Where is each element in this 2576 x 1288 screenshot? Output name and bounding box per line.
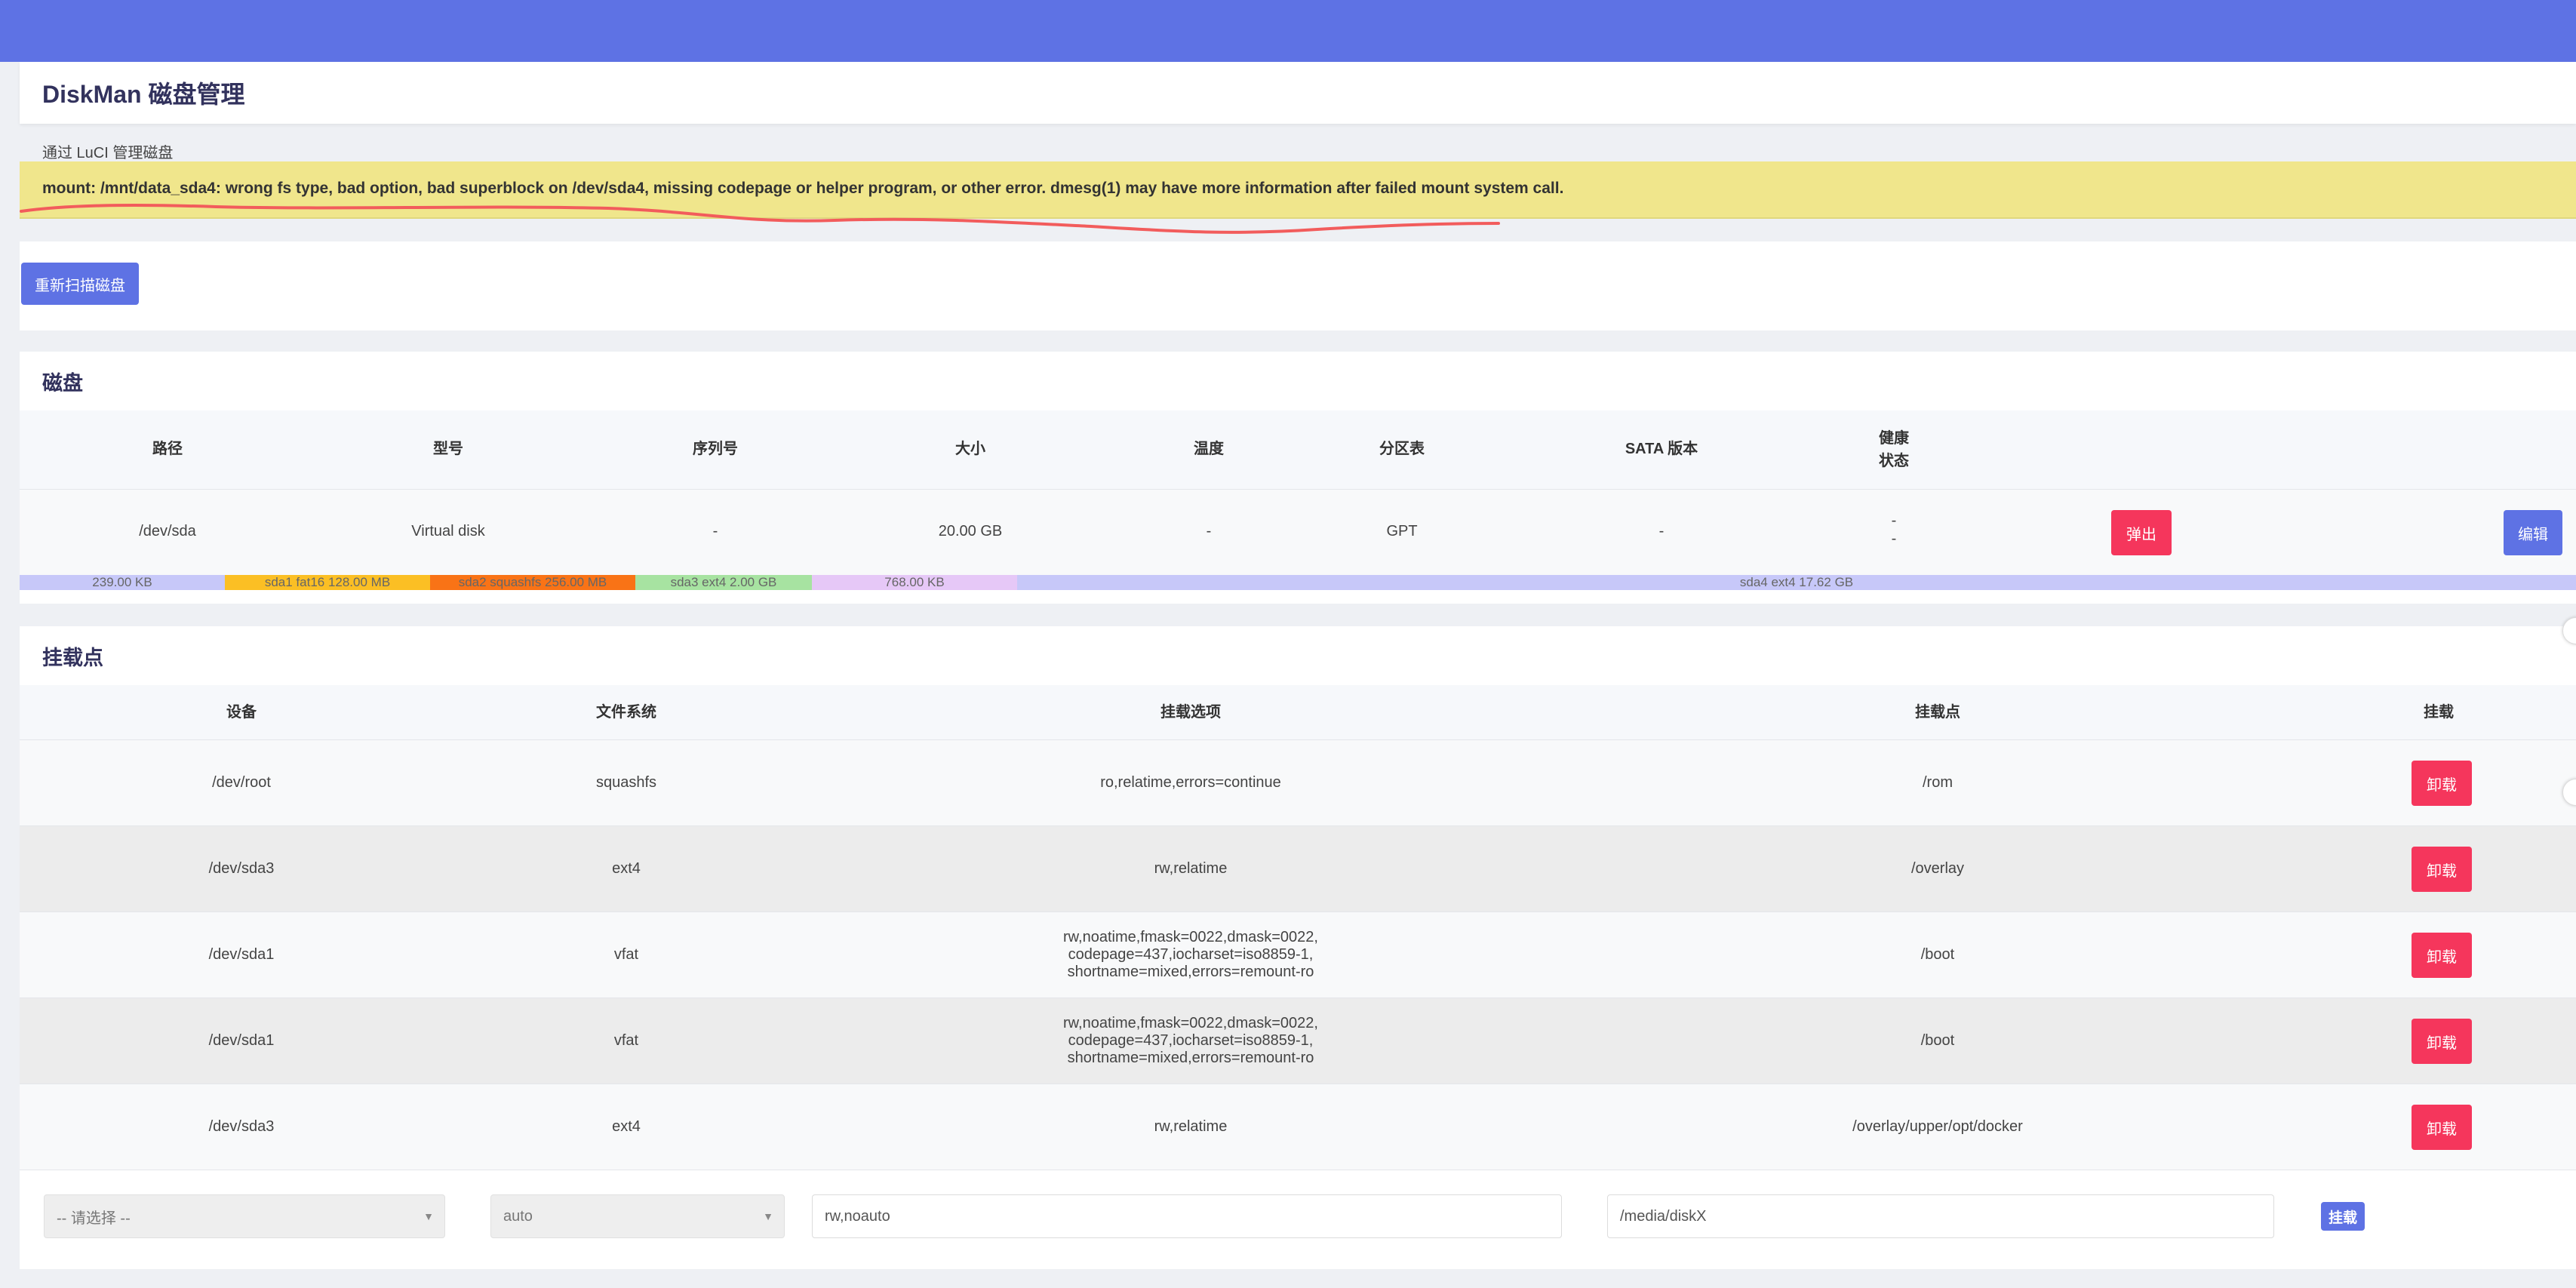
disks-table-header: 路径 型号 序列号 大小 温度 分区表 SATA 版本 健康 状态 (20, 410, 2576, 489)
mount-point: /boot (1920, 946, 1955, 963)
partition-segment[interactable]: sda2 squashfs 256.00 MB (430, 575, 635, 590)
disk-serial: - (712, 523, 718, 539)
unmount-button[interactable]: 卸载 (2412, 761, 2472, 806)
col-model: 型号 (433, 441, 463, 457)
disk-model: Virtual disk (411, 523, 485, 539)
mount-device: /dev/sda1 (208, 946, 275, 963)
mount-button[interactable]: 挂载 (2321, 1202, 2365, 1231)
page-description: 通过 LuCI 管理磁盘 (42, 145, 174, 161)
mount-point: /overlay (1910, 860, 1965, 877)
filesystem-select-value: auto (503, 1207, 533, 1225)
error-alert: mount: /mnt/data_sda4: wrong fs type, ba… (20, 161, 2576, 219)
mount-device: /dev/sda3 (208, 860, 275, 877)
edit-button[interactable]: 编辑 (2504, 510, 2562, 555)
col-mount-action: 挂载 (2424, 704, 2454, 721)
error-alert-text: mount: /mnt/data_sda4: wrong fs type, ba… (42, 180, 1564, 197)
col-size: 大小 (955, 441, 985, 457)
mount-device: /dev/sda1 (208, 1032, 275, 1049)
unmount-button[interactable]: 卸载 (2412, 1019, 2472, 1064)
mount-options: ro,relatime,errors=continue (1100, 774, 1281, 791)
col-temp: 温度 (1194, 441, 1224, 457)
mount-point-input[interactable]: /media/diskX (1607, 1194, 2274, 1238)
col-mount-point: 挂载点 (1915, 704, 1960, 721)
mount-fs: vfat (613, 1032, 639, 1049)
col-health: 健康 (1879, 430, 1909, 447)
mount-options-line: rw,noatime,fmask=0022,dmask=0022, (1063, 1015, 1318, 1031)
col-path: 路径 (152, 441, 183, 457)
disk-temp: - (1206, 523, 1212, 539)
mount-row: /dev/sda3 ext4 rw,relatime /overlay 卸载 (20, 825, 2576, 911)
mounts-panel: 挂载点 设备 文件系统 挂载选项 挂载点 挂载 /dev/root squash… (20, 626, 2576, 1269)
mounts-section-title: 挂载点 (42, 647, 103, 669)
disk-partition-table: GPT (1386, 523, 1418, 539)
mount-fs: ext4 (612, 1118, 641, 1135)
mount-fs: vfat (613, 946, 639, 963)
disk-status: - (1891, 530, 1897, 547)
col-mount-options: 挂载选项 (1160, 704, 1221, 721)
rescan-panel: 重新扫描磁盘 (20, 241, 2576, 330)
partition-bar: 239.00 KB sda1 fat16 128.00 MB sda2 squa… (20, 575, 2576, 590)
chevron-down-icon: ▼ (423, 1210, 434, 1222)
red-underline-annotation (20, 204, 1500, 234)
mount-options: rw,relatime (1154, 1118, 1228, 1135)
mount-fs: ext4 (612, 860, 641, 877)
mount-options: rw,relatime (1154, 860, 1228, 877)
device-select[interactable]: -- 请选择 -- ▼ (44, 1194, 445, 1238)
mount-row: /dev/sda3 ext4 rw,relatime /overlay/uppe… (20, 1084, 2576, 1170)
mount-form-row: -- 请选择 -- ▼ auto ▼ rw,noauto /media/disk… (20, 1170, 2576, 1269)
col-filesystem: 文件系统 (596, 704, 656, 721)
mount-device: /dev/sda3 (208, 1118, 275, 1135)
partition-segment[interactable]: 768.00 KB (812, 575, 1017, 590)
mount-fs: squashfs (595, 774, 657, 791)
unmount-button[interactable]: 卸载 (2412, 1105, 2472, 1150)
col-partition-table: 分区表 (1379, 441, 1425, 457)
disk-row: /dev/sda Virtual disk - 20.00 GB - GPT -… (20, 489, 2576, 575)
mount-options-line: codepage=437,iocharset=iso8859-1, (1068, 1032, 1314, 1049)
mount-row: /dev/sda1 vfat rw,noatime,fmask=0022,dma… (20, 911, 2576, 998)
disks-panel: 磁盘 路径 型号 序列号 大小 温度 分区表 SATA 版本 健康 状态 /de… (20, 352, 2576, 604)
mount-options-line: shortname=mixed,errors=remount-ro (1067, 964, 1314, 980)
mount-options-input[interactable]: rw,noauto (812, 1194, 1562, 1238)
unmount-button[interactable]: 卸载 (2412, 847, 2472, 892)
chevron-down-icon: ▼ (763, 1210, 773, 1222)
device-select-value: -- 请选择 -- (57, 1210, 131, 1227)
disks-section-title: 磁盘 (42, 372, 83, 395)
mount-row: /dev/sda1 vfat rw,noatime,fmask=0022,dma… (20, 998, 2576, 1084)
page-title: DiskMan 磁盘管理 (42, 81, 245, 108)
disk-path: /dev/sda (139, 523, 196, 539)
partition-segment[interactable]: sda3 ext4 2.00 GB (635, 575, 812, 590)
mount-options-line: shortname=mixed,errors=remount-ro (1067, 1050, 1314, 1066)
mount-options-line: codepage=437,iocharset=iso8859-1, (1068, 946, 1314, 963)
mount-options-line: rw,noatime,fmask=0022,dmask=0022, (1063, 929, 1318, 945)
disk-size: 20.00 GB (938, 523, 1003, 539)
col-device: 设备 (226, 704, 257, 721)
disk-sata: - (1658, 523, 1665, 539)
mount-device: /dev/root (212, 774, 271, 791)
mount-row: /dev/root squashfs ro,relatime,errors=co… (20, 739, 2576, 825)
partition-segment[interactable]: 239.00 KB (20, 575, 225, 590)
col-serial: 序列号 (693, 441, 738, 457)
col-sata: SATA 版本 (1625, 441, 1698, 457)
unmount-button[interactable]: 卸载 (2412, 933, 2472, 978)
filesystem-select[interactable]: auto ▼ (490, 1194, 785, 1238)
mounts-table-header: 设备 文件系统 挂载选项 挂载点 挂载 (20, 685, 2576, 739)
rescan-button[interactable]: 重新扫描磁盘 (21, 263, 139, 305)
partition-segment[interactable]: sda4 ext4 17.62 GB (1017, 575, 2576, 590)
eject-button[interactable]: 弹出 (2111, 510, 2172, 555)
title-panel: DiskMan 磁盘管理 (20, 62, 2576, 124)
col-status: 状态 (1879, 453, 1909, 469)
partition-segment[interactable]: sda1 fat16 128.00 MB (225, 575, 430, 590)
top-bar (0, 0, 2576, 62)
mount-point: /rom (1923, 774, 1953, 791)
mount-point: /boot (1920, 1032, 1955, 1049)
disk-health: - (1891, 512, 1897, 529)
mount-point: /overlay/upper/opt/docker (1852, 1118, 2023, 1135)
